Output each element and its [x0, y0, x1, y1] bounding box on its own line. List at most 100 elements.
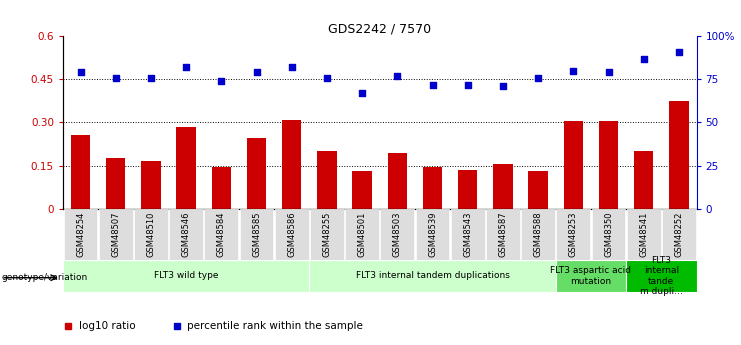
Text: GSM48510: GSM48510	[147, 211, 156, 257]
FancyBboxPatch shape	[169, 209, 203, 260]
Point	[462, 82, 473, 87]
Bar	[239, 36, 274, 209]
Text: GSM48584: GSM48584	[217, 211, 226, 257]
Bar	[168, 36, 204, 209]
FancyBboxPatch shape	[64, 209, 98, 260]
Point	[532, 75, 544, 80]
Text: FLT3 wild type: FLT3 wild type	[154, 272, 219, 280]
Bar	[626, 36, 661, 209]
Bar	[494, 164, 513, 209]
FancyBboxPatch shape	[486, 209, 520, 260]
Point	[673, 49, 685, 55]
FancyBboxPatch shape	[380, 209, 414, 260]
Text: GSM48253: GSM48253	[569, 211, 578, 257]
Point	[427, 82, 439, 87]
Bar	[204, 36, 239, 209]
Text: GSM48543: GSM48543	[463, 211, 472, 257]
Bar	[520, 36, 556, 209]
Bar	[661, 36, 697, 209]
FancyBboxPatch shape	[626, 260, 697, 292]
Bar	[274, 36, 309, 209]
Text: GSM48252: GSM48252	[674, 211, 683, 257]
Text: genotype/variation: genotype/variation	[1, 273, 87, 282]
FancyBboxPatch shape	[345, 209, 379, 260]
Text: GSM48585: GSM48585	[252, 211, 261, 257]
Text: GSM48539: GSM48539	[428, 211, 437, 257]
Bar	[450, 36, 485, 209]
Point	[75, 70, 87, 75]
Bar	[317, 151, 336, 209]
Point	[180, 65, 192, 70]
Point	[602, 70, 614, 75]
Text: GSM48507: GSM48507	[111, 211, 120, 257]
Text: GSM48588: GSM48588	[534, 211, 542, 257]
Point	[497, 83, 509, 89]
Bar	[247, 138, 266, 209]
Text: GSM48254: GSM48254	[76, 211, 85, 257]
Point	[321, 75, 333, 80]
Bar	[133, 36, 168, 209]
FancyBboxPatch shape	[205, 209, 239, 260]
Text: GSM48503: GSM48503	[393, 211, 402, 257]
Point	[356, 90, 368, 96]
Bar	[458, 170, 477, 209]
FancyBboxPatch shape	[310, 209, 344, 260]
FancyBboxPatch shape	[239, 209, 273, 260]
FancyBboxPatch shape	[416, 209, 450, 260]
Bar	[63, 36, 98, 209]
Bar	[345, 36, 379, 209]
Bar	[309, 36, 345, 209]
Bar	[71, 135, 90, 209]
Bar	[212, 167, 231, 209]
Point	[568, 68, 579, 73]
Bar	[669, 101, 688, 209]
Bar	[634, 151, 654, 209]
Bar	[599, 121, 618, 209]
Bar	[282, 120, 302, 209]
Text: GSM48546: GSM48546	[182, 211, 190, 257]
Bar	[98, 36, 133, 209]
Bar	[379, 36, 415, 209]
Point	[638, 56, 650, 61]
Bar	[353, 171, 372, 209]
Bar	[176, 127, 196, 209]
Bar	[556, 36, 591, 209]
Point	[216, 78, 227, 84]
Point	[110, 75, 122, 80]
Text: GSM48587: GSM48587	[499, 211, 508, 257]
Bar	[106, 158, 125, 209]
Bar	[423, 167, 442, 209]
FancyBboxPatch shape	[627, 209, 661, 260]
Bar	[485, 36, 520, 209]
FancyBboxPatch shape	[556, 260, 626, 292]
Text: FLT3 internal tandem duplications: FLT3 internal tandem duplications	[356, 272, 510, 280]
Text: FLT3
internal
tande
m dupli…: FLT3 internal tande m dupli…	[639, 256, 683, 296]
FancyBboxPatch shape	[99, 209, 133, 260]
Title: GDS2242 / 7570: GDS2242 / 7570	[328, 22, 431, 35]
Bar	[564, 121, 583, 209]
Bar	[528, 171, 548, 209]
FancyBboxPatch shape	[275, 209, 309, 260]
Text: GSM48350: GSM48350	[604, 211, 613, 257]
Text: GSM48501: GSM48501	[358, 211, 367, 257]
Text: GSM48586: GSM48586	[288, 211, 296, 257]
FancyBboxPatch shape	[451, 209, 485, 260]
Bar	[591, 36, 626, 209]
Point	[145, 75, 157, 80]
Bar	[142, 161, 161, 209]
Text: FLT3 aspartic acid
mutation: FLT3 aspartic acid mutation	[551, 266, 631, 286]
Point	[250, 70, 262, 75]
Bar	[415, 36, 450, 209]
FancyBboxPatch shape	[662, 209, 696, 260]
Point	[286, 65, 298, 70]
FancyBboxPatch shape	[134, 209, 168, 260]
FancyBboxPatch shape	[591, 209, 625, 260]
Bar	[388, 152, 407, 209]
FancyBboxPatch shape	[521, 209, 555, 260]
Text: log10 ratio: log10 ratio	[79, 321, 135, 331]
FancyBboxPatch shape	[556, 209, 591, 260]
Text: percentile rank within the sample: percentile rank within the sample	[187, 321, 363, 331]
FancyBboxPatch shape	[310, 260, 556, 292]
FancyBboxPatch shape	[63, 260, 310, 292]
Text: GSM48255: GSM48255	[322, 211, 331, 257]
